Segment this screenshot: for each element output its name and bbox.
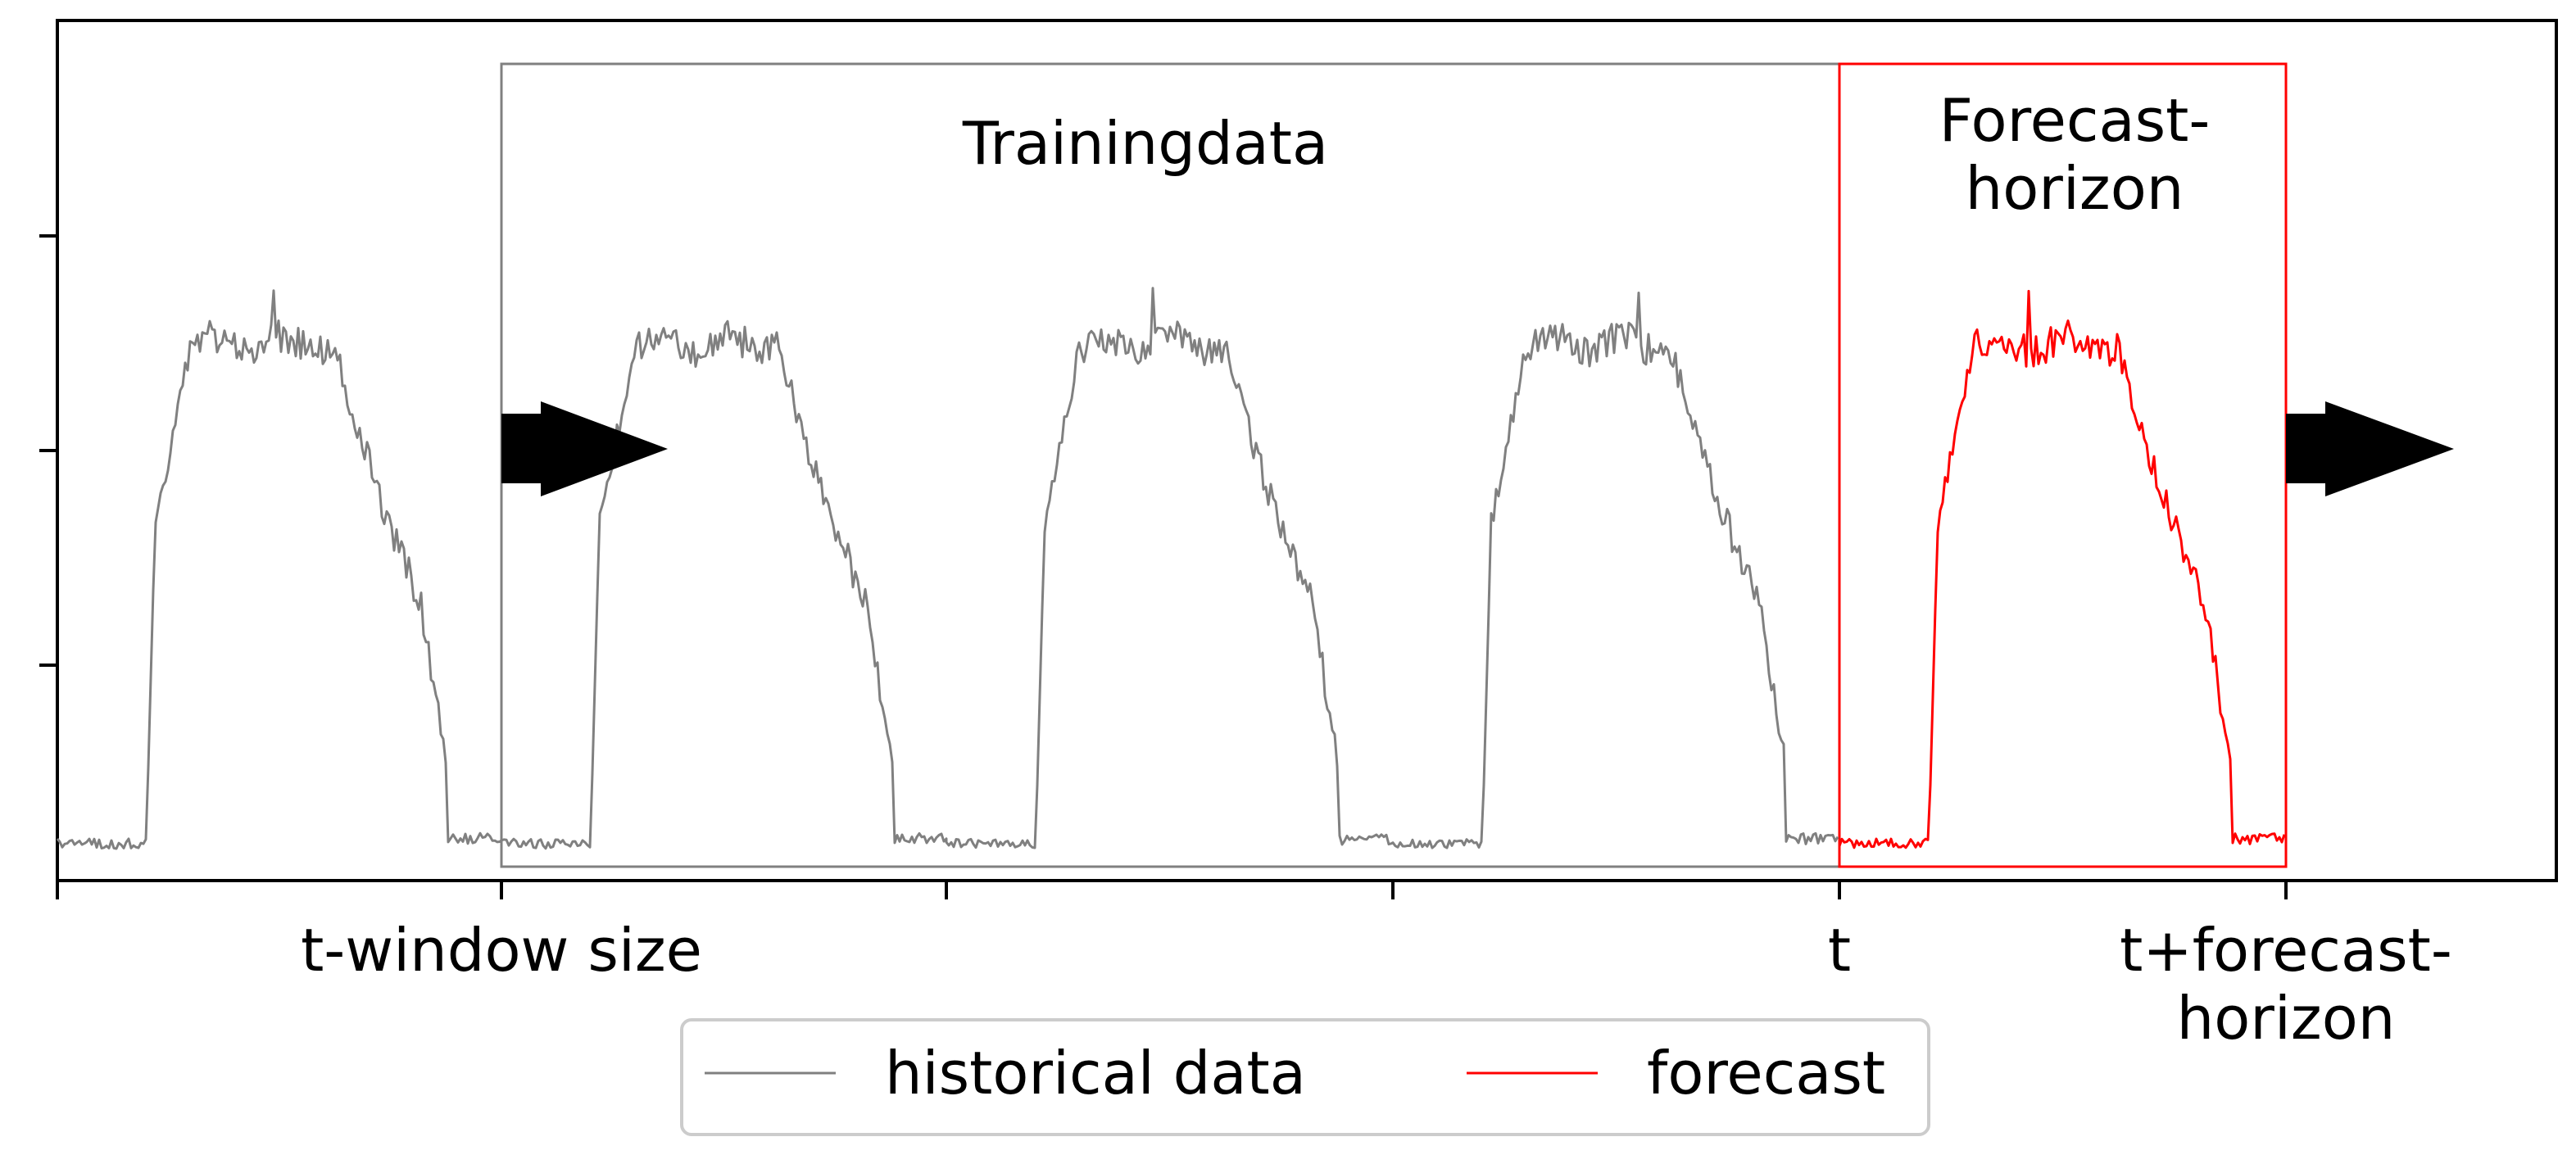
- x-tick-label-t-window: t-window size: [301, 916, 702, 985]
- forecast-horizon-annotation-line2: horizon: [1966, 154, 2184, 223]
- legend: historical data forecast: [680, 1018, 1930, 1136]
- historical-data-line: [56, 287, 1839, 850]
- x-tick-label-t-horizon-line1: t+forecast-: [2120, 916, 2452, 985]
- forecast-horizon-annotation-line1: Forecast-: [1939, 86, 2211, 155]
- legend-label-historical: historical data: [885, 1039, 1306, 1107]
- training-data-annotation: Trainingdata: [962, 109, 1328, 178]
- x-tick-label-t: t: [1828, 916, 1851, 985]
- x-tick-label-t-horizon-line2: horizon: [2177, 984, 2396, 1053]
- slide-arrow-right: [2286, 401, 2454, 496]
- x-ticks: [56, 881, 2288, 899]
- legend-box: [680, 1018, 1930, 1136]
- legend-label-forecast: forecast: [1647, 1039, 1885, 1107]
- slide-arrow-left: [501, 401, 668, 496]
- training-window-box: [500, 62, 1841, 868]
- y-ticks: [39, 234, 57, 667]
- forecast-line: [1838, 289, 2286, 849]
